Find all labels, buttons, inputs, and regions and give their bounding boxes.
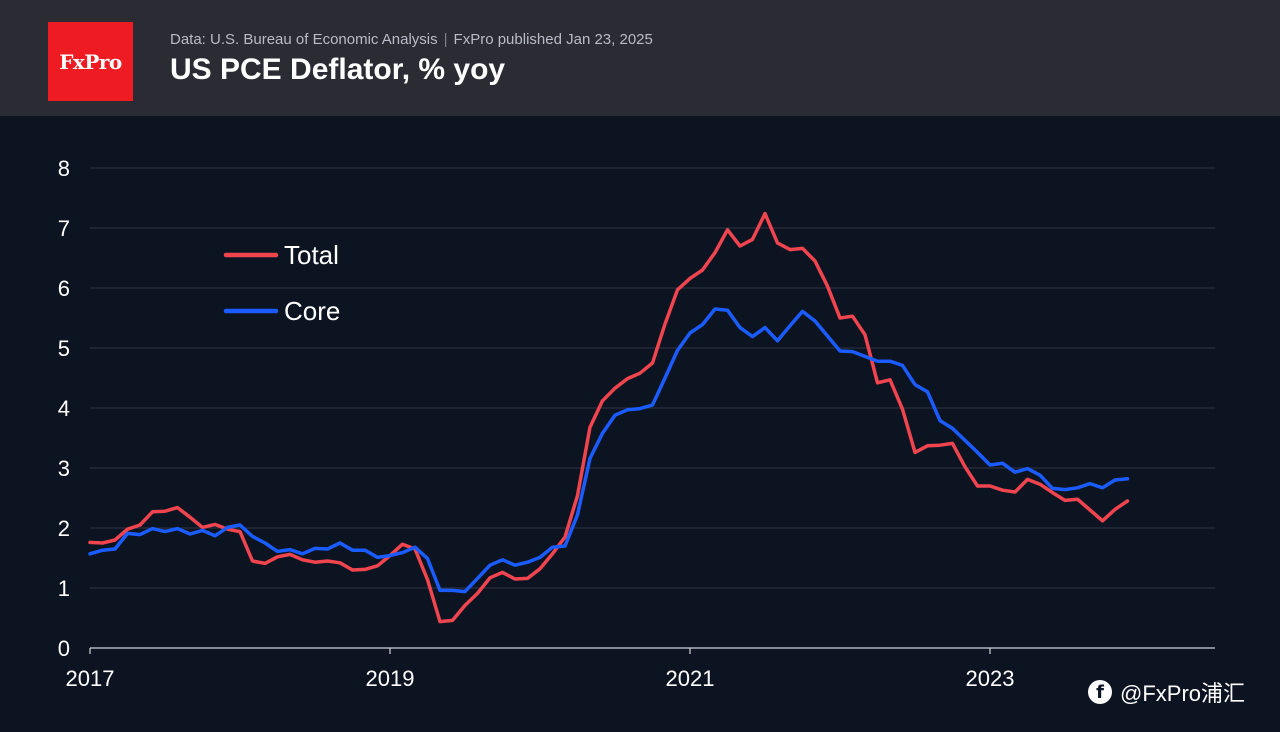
published-text: FxPro published Jan 23, 2025 [453,31,653,48]
logo-text: FxPro [59,49,122,74]
series-line-core [88,307,1130,594]
chart-area: 0 1 2 3 4 5 6 7 8 2017 2019 2021 2023 Total Core [0,116,1280,732]
watermark: f @FxPro浦汇 [1088,676,1245,708]
y-tick-label-7: 7 [58,216,70,241]
chart-title: US PCE Deflator, % yoy [170,53,506,86]
y-tick-label-3: 3 [58,456,70,481]
y-tick-label-4: 4 [58,396,70,421]
source-text: Data: U.S. Bureau of Economic Analysis [170,31,438,48]
brand-logo-icon: f [1088,680,1112,704]
y-tick-label-1: 1 [58,576,70,601]
watermark-text: @FxPro浦汇 [1120,681,1246,706]
header: FxPro Data: U.S. Bureau of Economic Anal… [0,0,1280,116]
x-tick-label-2023: 2023 [966,666,1015,691]
fxpro-logo: FxPro [48,22,133,101]
source-line: Data: U.S. Bureau of Economic Analysis | F… [170,31,653,48]
legend-label-core: Core [284,296,340,326]
series-line-total [88,211,1130,624]
line-chart: 0 1 2 3 4 5 6 7 8 2017 2019 2021 2023 Total Core [58,156,1215,691]
x-tick-label-2019: 2019 [366,666,415,691]
y-tick-label-5: 5 [58,336,70,361]
y-tick-label-0: 0 [58,636,70,661]
x-tick-label-2017: 2017 [66,666,115,691]
x-tick-label-2021: 2021 [666,666,715,691]
separator: | [443,31,448,48]
y-tick-label-8: 8 [58,156,70,181]
y-tick-label-6: 6 [58,276,70,301]
legend-label-total: Total [284,240,339,270]
y-tick-label-2: 2 [58,516,70,541]
